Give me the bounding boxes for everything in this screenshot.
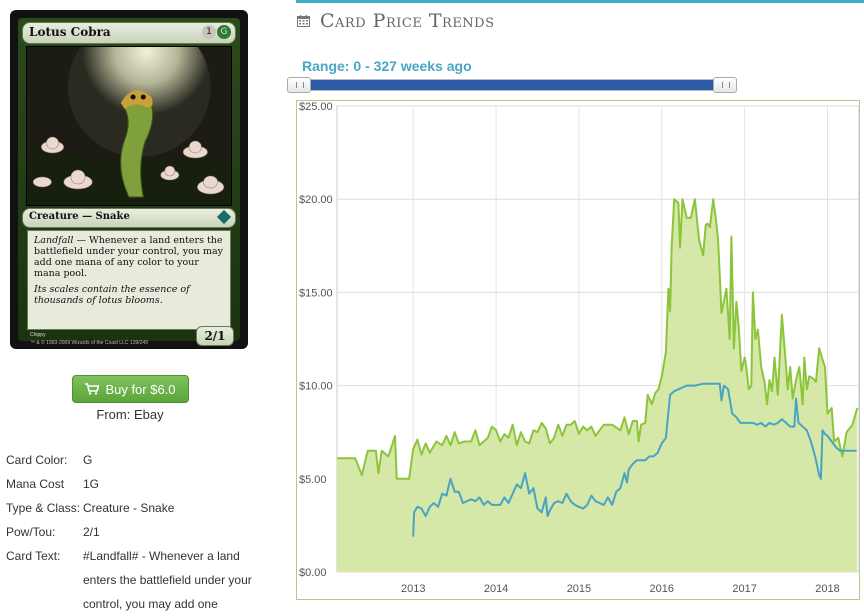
green-mana-icon: G (217, 25, 231, 39)
buy-source: From: Ebay (96, 407, 164, 422)
shopping-cart-icon (85, 383, 100, 395)
detail-value: 2/1 (83, 525, 100, 539)
x-tick-label: 2013 (401, 583, 425, 595)
card-art (26, 46, 232, 206)
slider-selected-range (297, 80, 721, 90)
detail-label: Type & Class: (6, 501, 81, 515)
generic-mana-icon: 1 (202, 25, 216, 39)
detail-value: 1G (83, 477, 100, 491)
card-type-bar: Creature — Snake (22, 208, 236, 228)
card-type-line: Creature — Snake (29, 211, 130, 222)
card-rules-text: Landfall — Whenever a land enters the ba… (34, 235, 224, 279)
range-label: Range: 0 - 327 weeks ago (302, 58, 472, 74)
set-symbol-icon (216, 209, 232, 225)
card-copyright: ™ & © 1993-2009 Wizards of the Coast LLC… (30, 340, 148, 346)
detail-label: Pow/Tou: (6, 525, 56, 539)
slider-handle-end[interactable] (713, 77, 737, 93)
buy-button[interactable]: Buy for $6.0 (72, 375, 189, 403)
range-slider[interactable] (287, 77, 737, 93)
card-name: Lotus Cobra (29, 25, 111, 39)
detail-value: #Landfall# - Whenever a land enters the … (83, 549, 252, 611)
card-power-toughness: 2/1 (196, 326, 234, 346)
card-rules-body: — Whenever a land enters the battlefield… (34, 235, 223, 279)
detail-label: Mana Cost (6, 477, 65, 491)
detail-label: Card Text: (6, 549, 61, 563)
x-tick-label: 2015 (567, 583, 591, 595)
y-tick-label: $10.00 (299, 381, 333, 393)
y-tick-label: $25.00 (299, 101, 333, 113)
accent-bar (296, 0, 864, 3)
calendar-icon (297, 15, 310, 27)
y-tick-label: $5.00 (299, 474, 327, 486)
y-tick-label: $0.00 (299, 567, 327, 579)
card-text-box: Landfall — Whenever a land enters the ba… (27, 230, 231, 330)
card-rules-keyword: Landfall (34, 235, 74, 246)
x-tick-label: 2017 (732, 583, 756, 595)
series-area-0 (337, 199, 858, 572)
card-flavor-text: Its scales contain the essence of thousa… (34, 284, 190, 306)
card-artist: Chippy (30, 332, 46, 338)
y-tick-label: $15.00 (299, 287, 333, 299)
x-tick-label: 2016 (650, 583, 674, 595)
slider-handle-start[interactable] (287, 77, 311, 93)
detail-label: Card Color: (6, 453, 68, 467)
x-tick-label: 2014 (484, 583, 508, 595)
x-tick-label: 2018 (815, 583, 839, 595)
detail-value: Creature - Snake (83, 501, 175, 515)
section-title: Card Price Trends (320, 10, 495, 32)
detail-value: G (83, 453, 93, 467)
series-line-1 (412, 382, 857, 537)
price-chart: $0.00 $5.00 $10.00 $15.00 $20.00 $25.00 2013 20… (296, 100, 860, 600)
series-line-0 (337, 198, 859, 480)
y-tick-label: $20.00 (299, 194, 333, 206)
buy-button-label: Buy for $6.0 (105, 381, 176, 397)
